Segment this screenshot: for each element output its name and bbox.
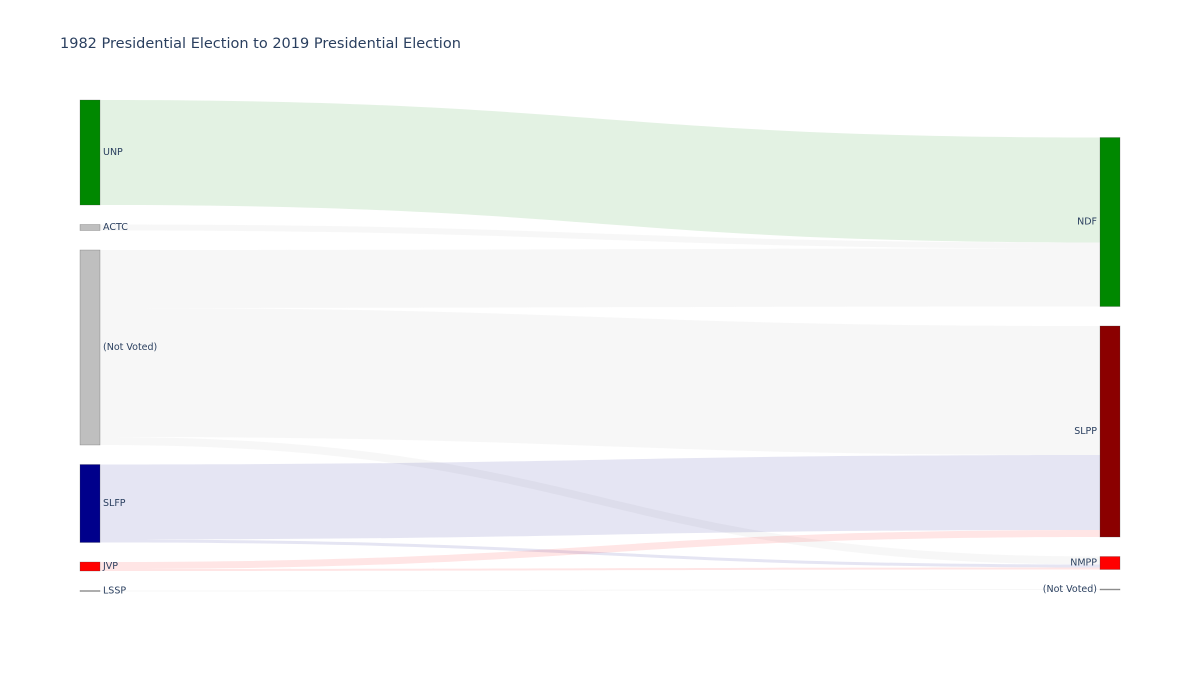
source-node-lssp[interactable]: [79, 590, 101, 592]
target-node-label-slpp: SLPP: [1074, 426, 1097, 437]
source-node-label-lssp: LSSP: [103, 586, 126, 597]
link-slfp-to-nmpp[interactable]: [100, 539, 1100, 568]
chart-title: 1982 Presidential Election to 2019 Presi…: [60, 36, 461, 52]
target-node-nmpp[interactable]: [1099, 556, 1121, 570]
source-node-jvp[interactable]: [79, 561, 101, 572]
source-node-label-unp: UNP: [103, 147, 123, 158]
source-node-label-jvp: JVP: [102, 561, 118, 572]
link-unp-to-ndf[interactable]: [100, 100, 1100, 243]
target-node-ndf[interactable]: [1099, 137, 1121, 307]
source-node-unp[interactable]: [79, 99, 101, 206]
link-jvp-to-nmpp[interactable]: [100, 567, 1100, 572]
link-not-voted-to-ndf[interactable]: [100, 248, 1100, 309]
labels-layer: UNP ACTC (Not Voted) SLFP JVP LSSP NDF SLPP NMPP…: [102, 147, 1097, 597]
link-lssp-to-not-voted[interactable]: [100, 589, 1100, 592]
target-node-not-voted[interactable]: [1099, 588, 1121, 591]
nodes-layer: [79, 99, 1121, 592]
source-node-slfp[interactable]: [79, 464, 101, 543]
source-node-actc[interactable]: [79, 224, 101, 231]
source-node-label-actc: ACTC: [103, 222, 128, 233]
source-node-label-slfp: SLFP: [103, 498, 126, 509]
target-node-label-not-voted: (Not Voted): [1043, 584, 1097, 595]
target-node-label-ndf: NDF: [1077, 217, 1097, 228]
link-slfp-to-slpp[interactable]: [100, 455, 1100, 540]
link-not-voted-to-slpp[interactable]: [100, 308, 1100, 455]
link-jvp-to-slpp[interactable]: [100, 530, 1100, 569]
source-node-not-voted[interactable]: [79, 249, 101, 446]
target-node-slpp[interactable]: [1099, 325, 1121, 538]
target-node-label-nmpp: NMPP: [1070, 558, 1097, 569]
link-actc-to-ndf[interactable]: [100, 224, 1100, 249]
source-node-label-not-voted: (Not Voted): [103, 342, 157, 353]
links-layer: [100, 100, 1100, 592]
link-not-voted-to-nmpp[interactable]: [100, 437, 1100, 565]
